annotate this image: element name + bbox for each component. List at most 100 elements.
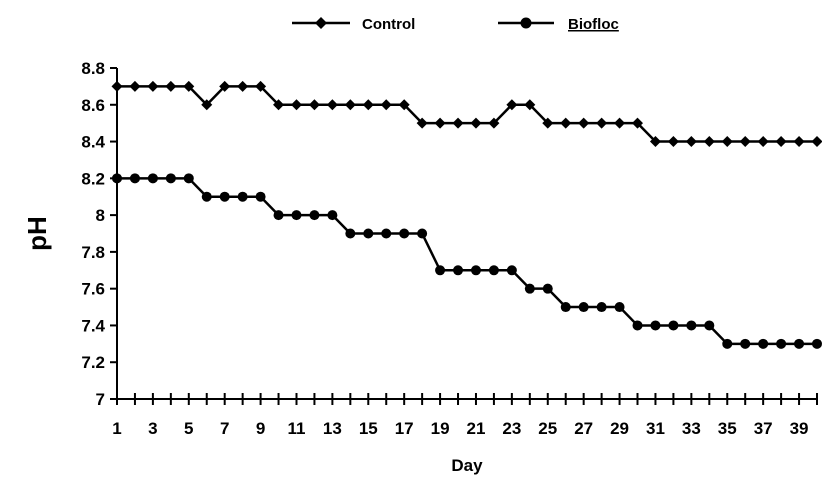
data-point <box>668 320 678 330</box>
data-point <box>309 210 319 220</box>
legend-item-control: Control <box>292 16 415 33</box>
data-point <box>579 302 589 312</box>
x-tick-label: 7 <box>220 419 229 438</box>
data-point <box>453 265 463 275</box>
data-point <box>740 339 750 349</box>
x-tick-label: 21 <box>467 419 486 438</box>
data-point <box>615 302 625 312</box>
data-point <box>668 136 679 147</box>
data-point <box>291 210 301 220</box>
x-tick-label: 35 <box>718 419 737 438</box>
data-point <box>470 118 481 129</box>
data-point <box>794 339 804 349</box>
y-tick-label: 8.2 <box>81 169 105 188</box>
series-line <box>117 178 817 344</box>
data-point <box>363 99 374 110</box>
legend-label: Biofloc <box>568 16 619 33</box>
data-point <box>165 81 176 92</box>
data-point <box>686 320 696 330</box>
x-tick-label: 27 <box>574 419 593 438</box>
data-point <box>758 339 768 349</box>
series-layer <box>112 81 822 349</box>
data-point <box>327 99 338 110</box>
data-point <box>704 136 715 147</box>
data-point <box>399 229 409 239</box>
data-point <box>345 99 356 110</box>
data-point <box>130 173 140 183</box>
data-point <box>327 210 337 220</box>
data-point <box>256 192 266 202</box>
legend: Control Biofloc <box>292 16 619 33</box>
data-point <box>578 118 589 129</box>
y-tick-label: 8.6 <box>81 96 105 115</box>
data-point <box>507 265 517 275</box>
x-tick-label: 39 <box>790 419 809 438</box>
x-tick-label: 25 <box>538 419 557 438</box>
data-point <box>543 284 553 294</box>
series-line <box>117 86 817 141</box>
x-tick-label: 15 <box>359 419 378 438</box>
data-point <box>650 320 660 330</box>
data-point <box>597 302 607 312</box>
x-tick-label: 17 <box>395 419 414 438</box>
data-point <box>722 339 732 349</box>
legend-item-biofloc: Biofloc <box>498 16 619 33</box>
x-tick-label: 37 <box>754 419 773 438</box>
data-point <box>363 229 373 239</box>
data-point <box>148 173 158 183</box>
data-point <box>435 118 446 129</box>
data-point <box>184 173 194 183</box>
data-point <box>740 136 751 147</box>
data-point <box>704 320 714 330</box>
data-point <box>112 173 122 183</box>
x-tick-label: 19 <box>431 419 450 438</box>
y-axis-title: pH <box>22 216 52 251</box>
data-point <box>776 339 786 349</box>
x-tick-label: 3 <box>148 419 157 438</box>
data-point <box>758 136 769 147</box>
y-tick-label: 7.2 <box>81 353 105 372</box>
legend-label: Control <box>362 16 415 33</box>
y-tick-label: 8.4 <box>81 133 105 152</box>
data-point <box>560 118 571 129</box>
data-point <box>112 81 123 92</box>
data-point <box>596 118 607 129</box>
data-point <box>794 136 805 147</box>
x-tick-label: 31 <box>646 419 665 438</box>
data-point <box>633 320 643 330</box>
data-point <box>471 265 481 275</box>
x-tick-label: 33 <box>682 419 701 438</box>
data-point <box>147 81 158 92</box>
data-point <box>381 99 392 110</box>
series-control <box>112 81 822 147</box>
x-tick-label: 1 <box>112 419 121 438</box>
data-point <box>417 229 427 239</box>
data-point <box>686 136 697 147</box>
data-point <box>489 265 499 275</box>
y-tick-label: 8 <box>96 206 105 225</box>
data-point <box>238 192 248 202</box>
data-point <box>274 210 284 220</box>
data-point <box>812 136 822 147</box>
data-point <box>166 173 176 183</box>
data-point <box>776 136 787 147</box>
x-tick-label: 9 <box>256 419 265 438</box>
data-point <box>220 192 230 202</box>
data-point <box>435 265 445 275</box>
legend-marker <box>315 17 327 29</box>
data-point <box>525 284 535 294</box>
data-point <box>202 192 212 202</box>
x-tick-label: 23 <box>502 419 521 438</box>
y-tick-label: 8.8 <box>81 59 105 78</box>
data-point <box>381 229 391 239</box>
x-axis-title: Day <box>451 456 483 475</box>
data-point <box>291 99 302 110</box>
data-point <box>614 118 625 129</box>
data-point <box>237 81 248 92</box>
x-tick-label: 5 <box>184 419 193 438</box>
data-point <box>812 339 822 349</box>
y-tick-label: 7.8 <box>81 243 105 262</box>
